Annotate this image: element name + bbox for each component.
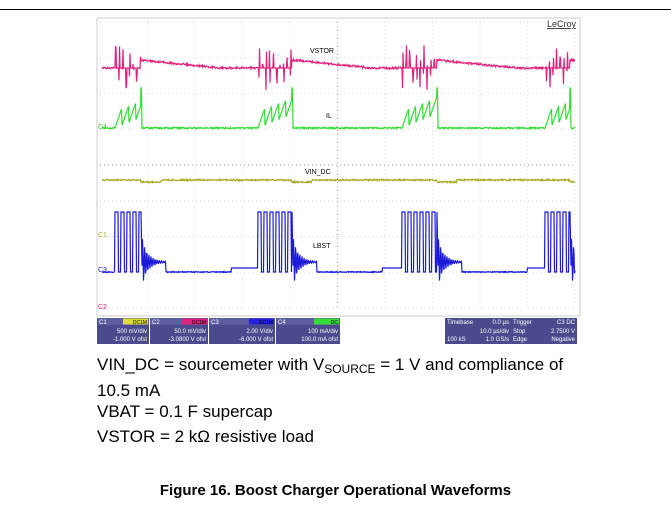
waveforms — [101, 45, 576, 281]
waveform — [101, 211, 576, 281]
note-text: VIN_DC = sourcemeter with V — [97, 355, 325, 374]
channel-marker: C4 — [98, 124, 107, 131]
channel-header — [150, 318, 208, 325]
note-subscript: SOURCE — [324, 362, 376, 376]
channel-header — [209, 318, 275, 325]
info-text: 100 kS — [447, 337, 466, 343]
timebase-block — [445, 318, 511, 344]
note: VIN_DC = sourcemeter with VSOURCE = 1 V … — [97, 354, 597, 402]
channel-name: C4 — [278, 320, 286, 326]
scope-screenshot: LeCroy VSTOR IL VIN_DC LBST C4 C1 C3 C2 … — [96, 17, 581, 344]
channel-header — [276, 318, 340, 325]
info-text: Stop — [513, 329, 526, 335]
info-text: Negative — [551, 337, 575, 343]
trace-label: VSTOR — [310, 48, 334, 55]
info-bar: C1 DC1M 500 mV/div -1.000 V ofst C2 DC1M 50.0 … — [97, 318, 577, 344]
channel-name: C2 — [152, 320, 160, 326]
screen — [96, 17, 581, 317]
offset: -3.0800 V ofst — [169, 337, 207, 343]
trace-label: IL — [326, 113, 332, 120]
trigger-block — [511, 318, 577, 344]
coupling: DC1M — [192, 320, 206, 326]
note: VSTOR = 2 kΩ resistive load — [97, 427, 314, 446]
offset: 100.0 mA ofst — [301, 337, 338, 343]
figure-caption: Figure 16. Boost Charger Operational Wav… — [159, 482, 512, 499]
scale: 100 mA/div — [308, 329, 338, 335]
waveform — [101, 87, 576, 131]
scale: 2.00 V/div — [246, 329, 273, 335]
info-text: Timebase — [447, 320, 474, 326]
channel-marker: C2 — [98, 304, 107, 311]
trace-label: LBST — [313, 243, 331, 250]
coupling: DC1M — [259, 320, 273, 326]
coupling: DC — [331, 320, 339, 326]
channel-marker: C3 — [98, 267, 107, 274]
coupling-tag — [249, 318, 274, 325]
offset: -1.000 V ofst — [113, 337, 147, 343]
channel-name: C3 — [211, 320, 219, 326]
coupling-tag — [314, 318, 339, 325]
channel-name: C1 — [99, 320, 107, 326]
brand: LeCroy — [547, 19, 577, 29]
offset: -6.000 V ofst — [239, 337, 273, 343]
info-text: 2.7500 V — [551, 329, 575, 335]
scale: 50.0 mV/div — [174, 329, 206, 335]
coupling-tag — [182, 318, 207, 325]
info-text: C3 DC — [557, 320, 576, 326]
waveform — [101, 177, 576, 185]
info-text: 1.0 GS/s — [486, 337, 509, 343]
waveform — [101, 45, 576, 90]
coupling-tag — [123, 318, 148, 325]
scale: 500 mV/div — [117, 329, 147, 335]
coupling: DC1M — [133, 320, 147, 326]
info-text: 0.0 µs — [493, 320, 509, 326]
note-text: = 1 V and compliance of 10.5 mA — [97, 355, 564, 400]
rule — [0, 9, 671, 10]
info-text: Trigger — [513, 320, 532, 326]
trace-label: VIN_DC — [305, 169, 331, 176]
note: VBAT = 0.1 F supercap — [97, 402, 273, 421]
channel-marker: C1 — [98, 232, 107, 239]
info-text: 10.0 µs/div — [480, 329, 509, 335]
info-text: Edge — [513, 337, 528, 343]
